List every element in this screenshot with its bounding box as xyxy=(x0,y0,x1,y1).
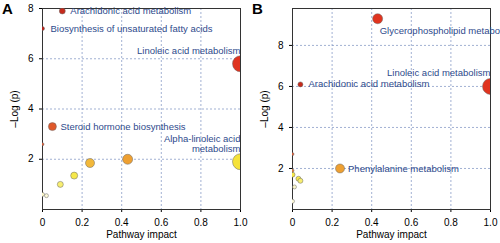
html-text:B: B xyxy=(252,0,263,17)
svg-text:Arachidonic acid metabolism: Arachidonic acid metabolism xyxy=(70,5,191,16)
svg-text:6: 6 xyxy=(278,81,284,92)
svg-text:–Log (p): –Log (p) xyxy=(9,90,20,127)
svg-text:1.0: 1.0 xyxy=(484,217,498,228)
svg-text:8: 8 xyxy=(278,40,284,51)
svg-text:–Log (p): –Log (p) xyxy=(259,90,270,127)
svg-text:0.8: 0.8 xyxy=(444,217,458,228)
svg-text:0.4: 0.4 xyxy=(365,217,379,228)
svg-text:Biosynthesis of unsaturated fa: Biosynthesis of unsaturated fatty acids xyxy=(51,23,213,34)
svg-text:0.2: 0.2 xyxy=(75,217,89,228)
svg-text:0.4: 0.4 xyxy=(115,217,129,228)
svg-text:0.6: 0.6 xyxy=(154,217,168,228)
svg-text:8: 8 xyxy=(28,3,34,14)
svg-text:Steroid hormone biosynthesis: Steroid hormone biosynthesis xyxy=(60,121,185,132)
svg-text:4: 4 xyxy=(28,103,34,114)
svg-text:0.2: 0.2 xyxy=(325,217,339,228)
svg-text:0: 0 xyxy=(40,217,46,228)
html-text:A: A xyxy=(2,0,13,17)
svg-text:Alpha-linoleic acidmetabolism: Alpha-linoleic acidmetabolism xyxy=(164,133,241,154)
svg-text:Glycerophospholipid metabolism: Glycerophospholipid metabolism xyxy=(380,25,500,36)
svg-text:0.6: 0.6 xyxy=(404,217,418,228)
svg-text:Phenylalanine metabolism: Phenylalanine metabolism xyxy=(348,163,459,174)
svg-text:2: 2 xyxy=(278,163,284,174)
svg-text:Arachidonic acid metabolism: Arachidonic acid metabolism xyxy=(308,78,429,89)
svg-text:6: 6 xyxy=(28,53,34,64)
svg-text:1.0: 1.0 xyxy=(234,217,248,228)
svg-text:0.8: 0.8 xyxy=(194,217,208,228)
svg-text:2: 2 xyxy=(28,153,34,164)
svg-text:Pathway impact: Pathway impact xyxy=(356,229,427,240)
svg-text:Linoleic acid metabolism: Linoleic acid metabolism xyxy=(137,45,241,56)
svg-text:4: 4 xyxy=(278,122,284,133)
svg-text:Linoleic acid metabolism: Linoleic acid metabolism xyxy=(387,67,491,78)
svg-text:0: 0 xyxy=(290,217,296,228)
svg-text:Pathway impact: Pathway impact xyxy=(106,229,177,240)
